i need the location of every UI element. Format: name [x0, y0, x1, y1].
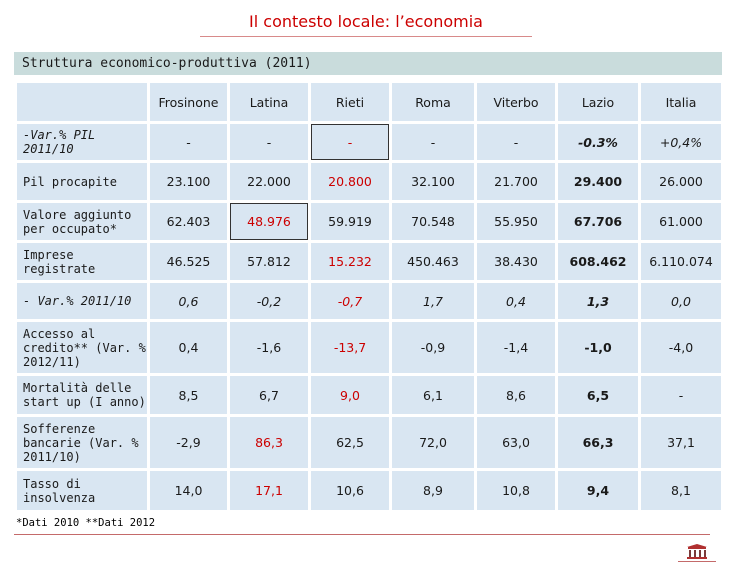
- col-header-lazio: Lazio: [558, 83, 638, 121]
- table-cell: -: [230, 124, 308, 160]
- table-cell: -: [641, 376, 721, 414]
- table-cell: 15.232: [311, 243, 389, 280]
- table-cell: 62,5: [311, 417, 389, 468]
- table-cell: -: [477, 124, 555, 160]
- row-label-insolvenza: Tasso di insolvenza: [17, 471, 147, 510]
- table-cell: 9,0: [311, 376, 389, 414]
- table-row: - Var.% 2011/10 0,6 -0,2 -0,7 1,7 0,4 1,…: [17, 283, 721, 319]
- table-cell: -: [392, 124, 474, 160]
- table-cell: 59.919: [311, 203, 389, 240]
- table-cell: -2,9: [150, 417, 227, 468]
- table-cell: 10,6: [311, 471, 389, 510]
- table-cell: -0,2: [230, 283, 308, 319]
- row-label-accesso-credito: Accesso al credito** (Var. % 2012/11): [17, 322, 147, 373]
- table-cell: -0.3%: [558, 124, 638, 160]
- table-row: Sofferenze bancarie (Var. % 2011/10) -2,…: [17, 417, 721, 468]
- table-cell: -1,4: [477, 322, 555, 373]
- row-label-imprese: Imprese registrate: [17, 243, 147, 280]
- table-row: Tasso di insolvenza 14,0 17,1 10,6 8,9 1…: [17, 471, 721, 510]
- table-cell: 29.400: [558, 163, 638, 200]
- table-cell: 61.000: [641, 203, 721, 240]
- table-cell: -0,7: [311, 283, 389, 319]
- col-header-viterbo: Viterbo: [477, 83, 555, 121]
- table-cell: 48.976: [230, 203, 308, 240]
- row-label-var-pil: -Var.% PIL 2011/10: [17, 124, 147, 160]
- table-cell: 55.950: [477, 203, 555, 240]
- table-cell: 6.110.074: [641, 243, 721, 280]
- table-cell: -1,0: [558, 322, 638, 373]
- table-cell: 6,1: [392, 376, 474, 414]
- table-cell: 21.700: [477, 163, 555, 200]
- slide-title: Il contesto locale: l’economia: [249, 12, 483, 31]
- table-cell: 32.100: [392, 163, 474, 200]
- row-label-var-imprese: - Var.% 2011/10: [17, 283, 147, 319]
- economy-table: Frosinone Latina Rieti Roma Viterbo Lazi…: [14, 80, 724, 513]
- table-cell: -13,7: [311, 322, 389, 373]
- table-cell: 8,9: [392, 471, 474, 510]
- table-cell: 6,7: [230, 376, 308, 414]
- table-cell: 57.812: [230, 243, 308, 280]
- table-cell: 63,0: [477, 417, 555, 468]
- table-cell: 8,1: [641, 471, 721, 510]
- footnote: *Dati 2010 **Dati 2012: [16, 517, 156, 529]
- table-cell: 17,1: [230, 471, 308, 510]
- col-header-frosinone: Frosinone: [150, 83, 227, 121]
- table-cell: -: [150, 124, 227, 160]
- table-row: Imprese registrate 46.525 57.812 15.232 …: [17, 243, 721, 280]
- col-header-italia: Italia: [641, 83, 721, 121]
- table-cell: 62.403: [150, 203, 227, 240]
- table-cell: 8,5: [150, 376, 227, 414]
- col-header-roma: Roma: [392, 83, 474, 121]
- table-cell: 10,8: [477, 471, 555, 510]
- table-cell: -0,9: [392, 322, 474, 373]
- table-cell: 70.548: [392, 203, 474, 240]
- table-cell: -: [311, 124, 389, 160]
- corner-cell: [17, 83, 147, 121]
- table-cell: 46.525: [150, 243, 227, 280]
- table-cell: 22.000: [230, 163, 308, 200]
- col-header-latina: Latina: [230, 83, 308, 121]
- table-cell: 1,3: [558, 283, 638, 319]
- row-label-mortalita: Mortalità delle start up (I anno): [17, 376, 147, 414]
- footer-divider: [14, 534, 710, 535]
- section-header: Struttura economico-produttiva (2011): [14, 52, 722, 75]
- row-label-valore-aggiunto: Valore aggiunto per occupato*: [17, 203, 147, 240]
- table-cell: 608.462: [558, 243, 638, 280]
- table-cell: +0,4%: [641, 124, 721, 160]
- header-row: Frosinone Latina Rieti Roma Viterbo Lazi…: [17, 83, 721, 121]
- table-row: Pil procapite 23.100 22.000 20.800 32.10…: [17, 163, 721, 200]
- table-cell: 23.100: [150, 163, 227, 200]
- table-cell: 14,0: [150, 471, 227, 510]
- col-header-rieti: Rieti: [311, 83, 389, 121]
- table-cell: 0,0: [641, 283, 721, 319]
- table-cell: 0,6: [150, 283, 227, 319]
- table-cell: 72,0: [392, 417, 474, 468]
- table-cell: -1,6: [230, 322, 308, 373]
- table-cell: 20.800: [311, 163, 389, 200]
- table-row: Accesso al credito** (Var. % 2012/11) 0,…: [17, 322, 721, 373]
- title-underline: [200, 36, 532, 37]
- table-cell: 66,3: [558, 417, 638, 468]
- table-cell: 450.463: [392, 243, 474, 280]
- row-label-pil-procapite: Pil procapite: [17, 163, 147, 200]
- table-cell: 0,4: [477, 283, 555, 319]
- table-cell: 1,7: [392, 283, 474, 319]
- table-cell: 26.000: [641, 163, 721, 200]
- table-cell: 86,3: [230, 417, 308, 468]
- table-cell: 37,1: [641, 417, 721, 468]
- table-row: -Var.% PIL 2011/10 - - - - - -0.3% +0,4%: [17, 124, 721, 160]
- table-row: Valore aggiunto per occupato* 62.403 48.…: [17, 203, 721, 240]
- table-row: Mortalità delle start up (I anno) 8,5 6,…: [17, 376, 721, 414]
- table-cell: 9,4: [558, 471, 638, 510]
- institution-logo-icon: [678, 544, 716, 562]
- table-cell: 38.430: [477, 243, 555, 280]
- table-cell: 6,5: [558, 376, 638, 414]
- table-cell: -4,0: [641, 322, 721, 373]
- table-cell: 8,6: [477, 376, 555, 414]
- table-cell: 67.706: [558, 203, 638, 240]
- row-label-sofferenze: Sofferenze bancarie (Var. % 2011/10): [17, 417, 147, 468]
- table-cell: 0,4: [150, 322, 227, 373]
